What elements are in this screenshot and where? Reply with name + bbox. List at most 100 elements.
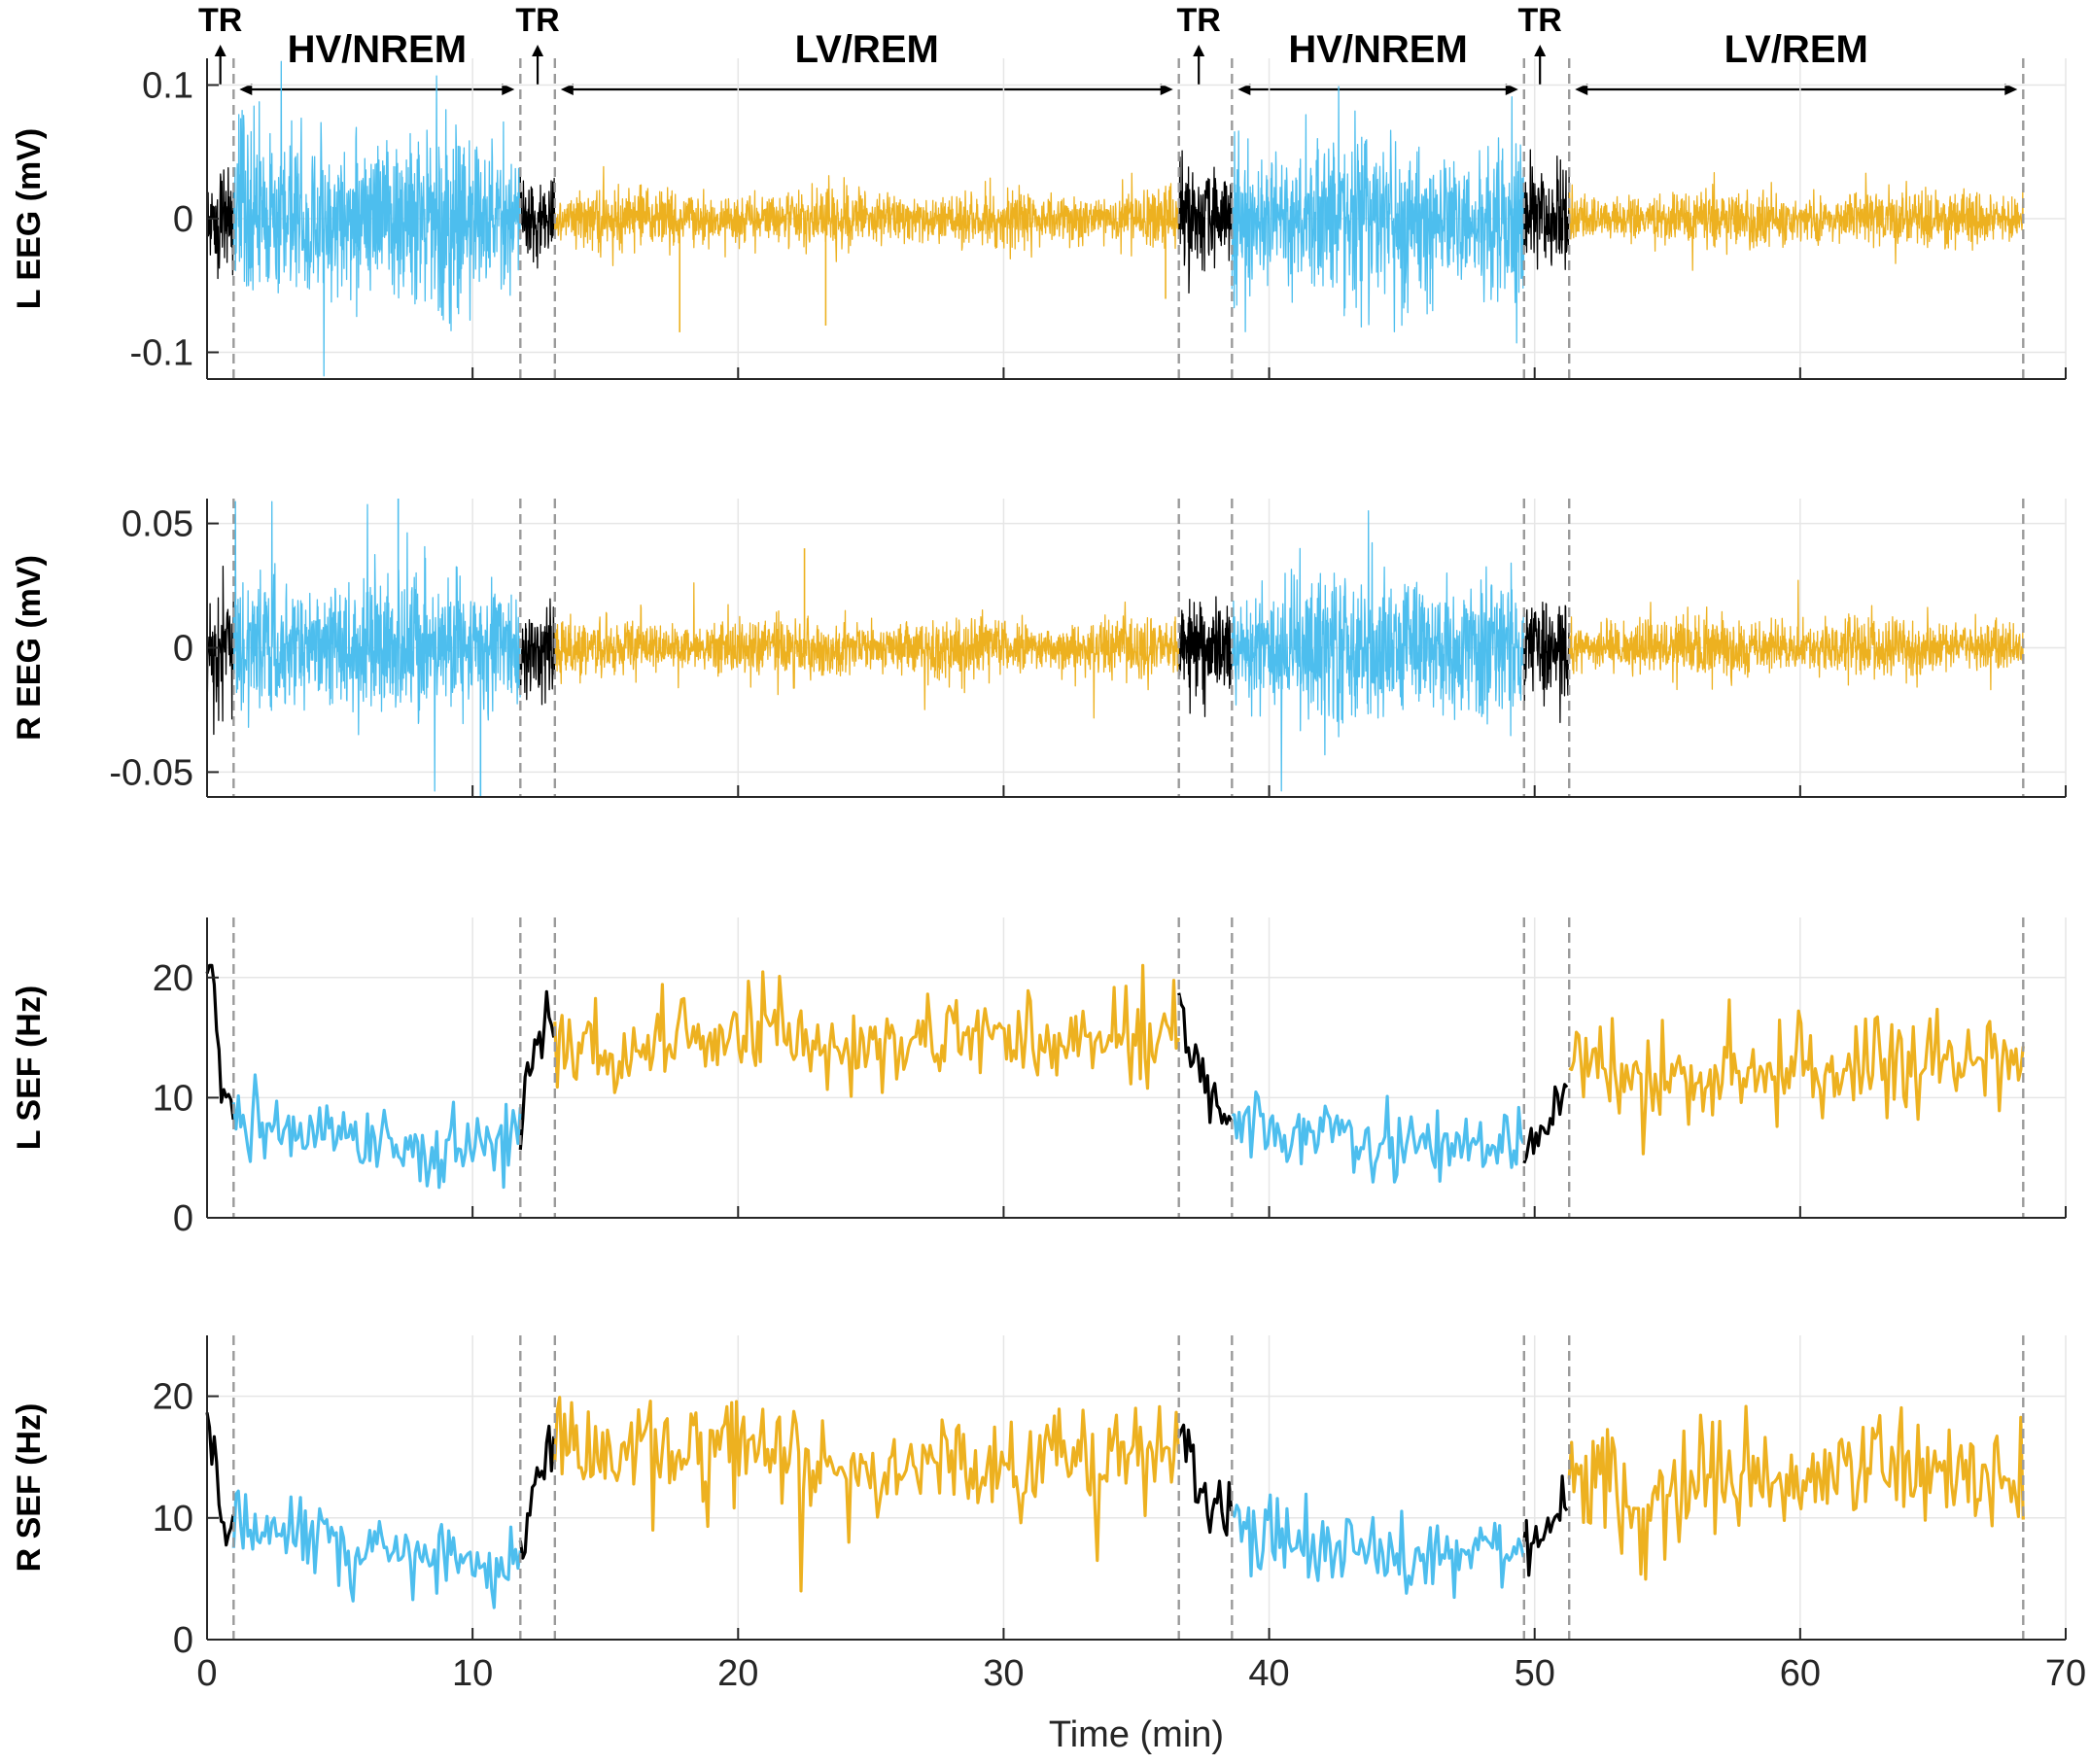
boundaries-r-sef (232, 1335, 2025, 1640)
trace-hv-nrem (1231, 1090, 1525, 1184)
trace-tr (205, 1412, 235, 1547)
y-tick-label: 20 (153, 1377, 193, 1418)
y-tick-label: 0 (173, 199, 193, 240)
trace-lv-rem (553, 963, 1180, 1098)
trace-tr (205, 963, 235, 1121)
x-tick-label: 20 (717, 1653, 758, 1694)
y-tick-label: 10 (153, 1499, 193, 1539)
tr-annotation: TR (1177, 2, 1221, 86)
tr-label: TR (1177, 2, 1221, 39)
y-tick-label: 0 (173, 1620, 193, 1661)
tr-label: TR (198, 2, 242, 39)
arrow-head (2004, 84, 2018, 95)
panel-r-eeg: 0.05 0 -0.05 R EEG (mV) (11, 499, 2067, 798)
y-axis-title-r-eeg: R EEG (mV) (11, 555, 48, 741)
arrow-head (1575, 84, 1588, 95)
trace-tr (1177, 1423, 1234, 1537)
trace-hv-nrem (232, 60, 521, 377)
traces-r-sef (205, 1396, 2025, 1609)
y-tick-label: 0 (173, 1198, 193, 1239)
trace-hv-nrem (231, 1489, 522, 1609)
trace-lv-rem (1568, 998, 2025, 1156)
boundaries-l-eeg (232, 58, 2025, 379)
x-tick-label: 70 (2045, 1653, 2086, 1694)
stage-label: HV/NREM (1288, 28, 1467, 71)
y-tick-label: 0.05 (122, 504, 193, 545)
trace-lv-rem (554, 165, 1180, 266)
x-tick-label: 10 (452, 1653, 493, 1694)
y-tick-label: 0 (173, 629, 193, 670)
y-axis-title-l-sef: L SEF (Hz) (11, 986, 48, 1150)
trace-tr (1177, 992, 1234, 1125)
stage-label: LV/REM (795, 28, 939, 71)
tr-label: TR (515, 2, 559, 39)
arrow-head (532, 45, 544, 56)
x-tick-label: 50 (1515, 1653, 1555, 1694)
y-tick-label: 0.1 (142, 66, 193, 107)
trace-tr (206, 565, 234, 736)
stage-label: LV/REM (1724, 28, 1868, 71)
y-tick-label: -0.05 (109, 752, 193, 793)
arrow-head (239, 84, 253, 95)
arrow-head (1505, 84, 1518, 95)
trace-hv-nrem (1231, 509, 1525, 792)
y-tick-label: 20 (153, 958, 193, 999)
y-axis-title-r-sef: R SEF (Hz) (11, 1403, 48, 1573)
y-tick-label: -0.1 (130, 333, 193, 374)
x-axis-title: Time (min) (1049, 1714, 1224, 1755)
x-tick-label: 30 (983, 1653, 1024, 1694)
tr-annotation: TR (198, 2, 242, 86)
stage-annotation: HV/NREM (1237, 28, 1518, 95)
traces-r-eeg (206, 499, 2024, 797)
trace-tr (206, 167, 234, 280)
trace-lv-rem (1568, 579, 2024, 691)
panel-l-eeg: 0.1 0 -0.1 L EEG (mV) (11, 58, 2067, 380)
arrow-head (560, 84, 574, 95)
trace-tr (518, 1424, 556, 1560)
stage-label: HV/NREM (288, 28, 467, 71)
trace-tr (519, 598, 556, 706)
trace-tr (518, 989, 556, 1151)
trace-tr (519, 176, 556, 269)
trace-hv-nrem (232, 501, 521, 792)
arrow-head (214, 45, 226, 56)
trace-lv-rem (1568, 172, 2024, 271)
trace-tr (1523, 602, 1570, 724)
arrow-head (1534, 45, 1547, 56)
trace-lv-rem (554, 582, 1180, 719)
x-tick-label: 60 (1780, 1653, 1821, 1694)
trace-hv-nrem (231, 1073, 522, 1190)
trace-tr (1522, 1474, 1569, 1577)
x-tick-label: 40 (1248, 1653, 1289, 1694)
arrow-head (1193, 45, 1205, 56)
trace-hv-nrem (1230, 1492, 1525, 1600)
trace-hv-nrem (1231, 86, 1525, 344)
stage-annotations: HV/NREM LV/REM HV/NREM LV/REM TR TR TR TR (198, 2, 2018, 95)
y-axis-title-l-eeg: L EEG (mV) (11, 128, 48, 309)
arrow-head (1237, 84, 1251, 95)
boundaries-r-eeg (232, 499, 2025, 797)
trace-tr (1523, 149, 1570, 270)
boundaries-l-sef (232, 917, 2025, 1218)
trace-tr (1178, 150, 1233, 294)
panels: 0.1 0 -0.1 L EEG (mV) 0.05 0 -0.05 R EEG (mV) 0 1… (11, 58, 2086, 1694)
tr-annotation: TR (515, 2, 560, 86)
trace-tr (1522, 1083, 1569, 1164)
traces-l-eeg (206, 60, 2024, 377)
tr-label: TR (1518, 2, 1562, 39)
x-tick-label: 0 (196, 1653, 217, 1694)
trace-tr (1178, 596, 1233, 717)
panel-l-sef: 0 10 20 L SEF (Hz) (11, 917, 2067, 1239)
stage-annotation: LV/REM (560, 28, 1173, 95)
trace-lv-rem (553, 1396, 1180, 1593)
trace-lv-rem (1567, 1404, 2025, 1581)
panel-r-sef: 0 10 20 R SEF (Hz) 0 10 20 30 40 50 60 70 (11, 1335, 2086, 1694)
tr-annotation: TR (1518, 2, 1562, 86)
arrow-head (1160, 84, 1173, 95)
stage-annotation: HV/NREM (239, 28, 515, 95)
traces-l-sef (205, 963, 2025, 1190)
arrow-head (502, 84, 515, 95)
y-tick-label: 10 (153, 1078, 193, 1119)
stage-annotation: LV/REM (1575, 28, 2018, 95)
